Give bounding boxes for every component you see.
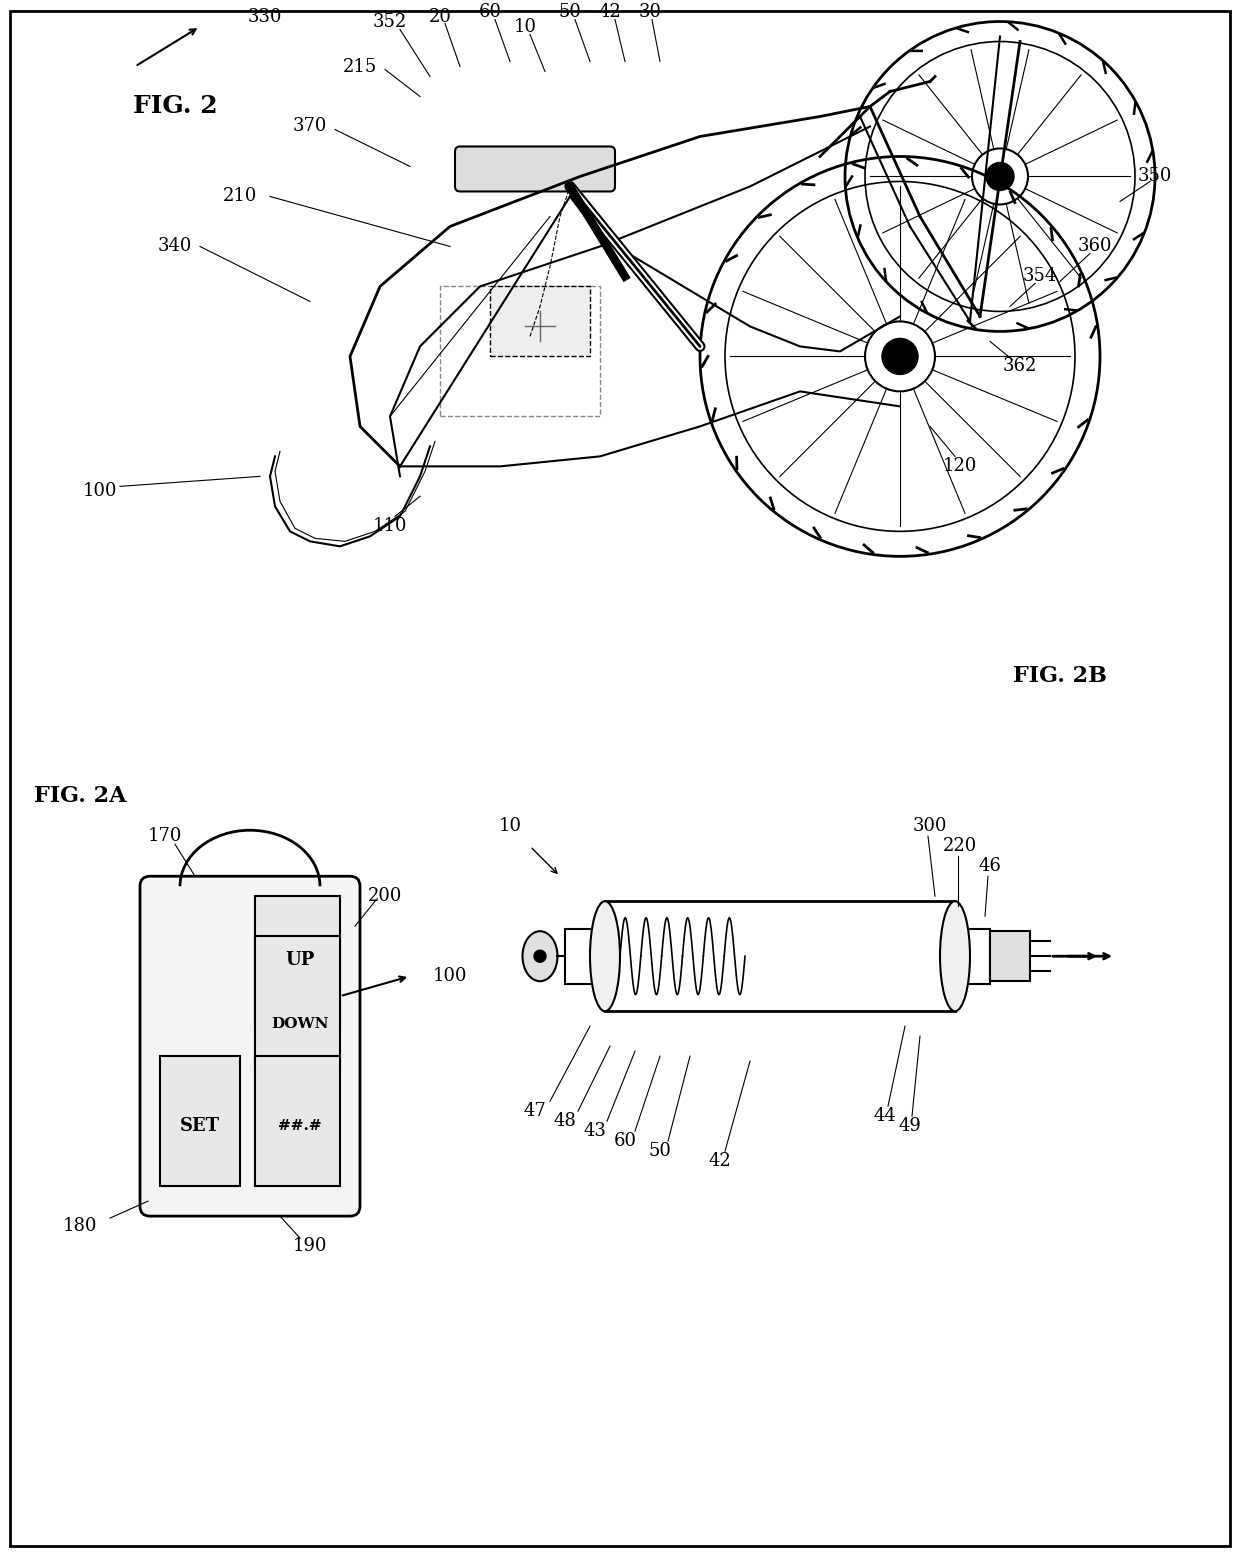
Text: 42: 42 [599,3,621,20]
Text: 215: 215 [343,58,377,76]
Text: 50: 50 [558,3,582,20]
Text: 120: 120 [942,457,977,476]
Text: 352: 352 [373,12,407,31]
Text: 100: 100 [83,482,118,501]
Text: 354: 354 [1023,268,1058,285]
Bar [565,929,605,983]
Text: 370: 370 [293,118,327,135]
Text: SET: SET [180,1117,219,1136]
Bar [255,1057,340,1186]
Text: 360: 360 [1078,238,1112,255]
Circle shape [882,338,918,375]
Text: FIG. 2B: FIG. 2B [1013,666,1107,688]
Text: 10: 10 [498,817,522,836]
Circle shape [986,162,1014,190]
Text: 50: 50 [649,1142,671,1161]
Bar [440,286,600,417]
FancyBboxPatch shape [455,146,615,191]
Text: 30: 30 [639,3,661,20]
Text: 190: 190 [293,1237,327,1256]
Text: 60: 60 [479,3,501,20]
Bar [955,929,990,983]
Text: 210: 210 [223,187,257,205]
Text: 60: 60 [614,1133,636,1150]
Bar [990,930,1030,982]
Text: 48: 48 [553,1113,577,1130]
Text: 220: 220 [942,837,977,856]
Bar [255,937,340,1066]
Bar [255,896,340,1025]
Text: 110: 110 [373,517,407,535]
Circle shape [534,951,546,962]
Text: 100: 100 [433,968,467,985]
Text: 49: 49 [899,1117,921,1136]
Bar [605,901,955,1011]
Text: 330: 330 [248,8,283,25]
Text: 180: 180 [63,1217,97,1235]
Text: 350: 350 [1138,168,1172,185]
Ellipse shape [940,901,970,1011]
Text: 20: 20 [429,8,451,25]
Ellipse shape [590,901,620,1011]
Text: 43: 43 [584,1122,606,1141]
Text: 362: 362 [1003,358,1037,375]
Text: 200: 200 [368,887,402,906]
Text: 44: 44 [874,1108,897,1125]
Bar [490,286,590,356]
Text: 170: 170 [148,828,182,845]
Text: 42: 42 [708,1151,732,1170]
Text: 340: 340 [157,238,192,255]
Text: 10: 10 [513,17,537,36]
Text: UP: UP [285,951,315,969]
Text: FIG. 2A: FIG. 2A [33,786,126,808]
FancyBboxPatch shape [140,876,360,1217]
Text: 47: 47 [523,1102,547,1120]
Text: ##.#: ##.# [278,1119,322,1133]
Text: DOWN: DOWN [272,1016,329,1030]
Text: FIG. 2: FIG. 2 [133,95,217,118]
Text: 300: 300 [913,817,947,836]
Bar [160,1057,241,1186]
Text: 46: 46 [978,857,1002,874]
Ellipse shape [522,930,558,982]
